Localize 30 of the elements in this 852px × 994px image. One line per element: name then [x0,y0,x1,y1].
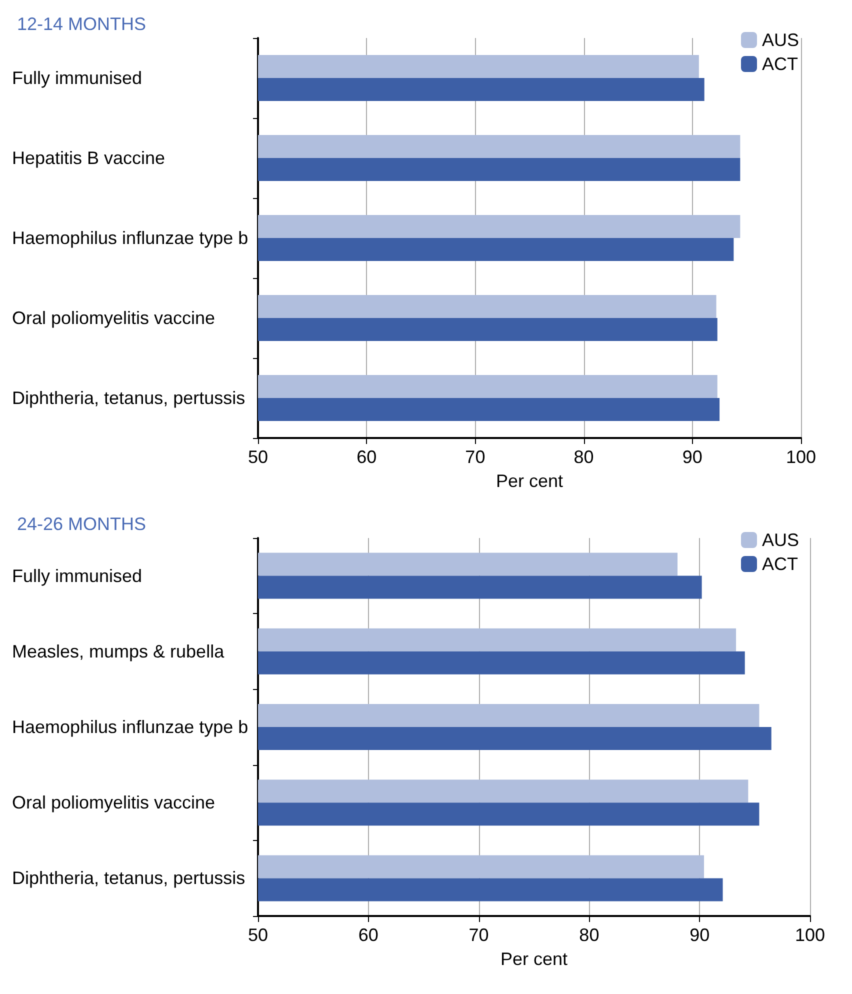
legend-label: AUS [762,530,800,550]
x-tick-label: 70 [468,925,489,945]
x-tick-label: 80 [574,447,594,467]
y-tick-label: Fully immunised [12,566,142,586]
x-tick-label: 50 [248,447,268,467]
x-tick-label: 50 [248,925,268,945]
y-tick-label: Oral poliomyelitis vaccine [12,308,216,328]
x-axis-title: Per cent [496,471,564,491]
y-tick-label: Diphtheria, tetanus, pertussis [12,868,246,888]
text: 24-26 MONTHS [17,514,146,534]
x-tick-label: 100 [786,447,816,467]
text: 12-14 MONTHS [17,14,146,34]
y-tick-label: Oral poliomyelitis vaccine [12,792,216,813]
y-tick-label: Haemophilus influnzae type b [12,717,248,737]
y-tick-label: Hepatitis B vaccine [12,148,166,168]
y-tick-label: Diphtheria, tetanus, pertussis [12,388,246,408]
x-tick-label: 80 [579,925,600,945]
x-tick-label: 60 [356,447,377,467]
legend-label: AUS [762,30,800,50]
y-tick-label: Fully immunised [12,68,142,88]
legend-label: ACT [762,554,798,574]
y-tick-label: Haemophilus influnzae type b [12,228,248,248]
y-tick-label: Measles, mumps & rubella [12,641,226,662]
x-axis-title: Per cent [500,949,568,969]
x-tick-label: 70 [465,447,486,467]
x-tick-label: 60 [358,925,378,945]
x-tick-label: 100 [794,925,826,945]
x-tick-label: 90 [682,447,702,467]
legend-label: ACT [762,54,798,74]
x-tick-label: 90 [690,925,710,945]
